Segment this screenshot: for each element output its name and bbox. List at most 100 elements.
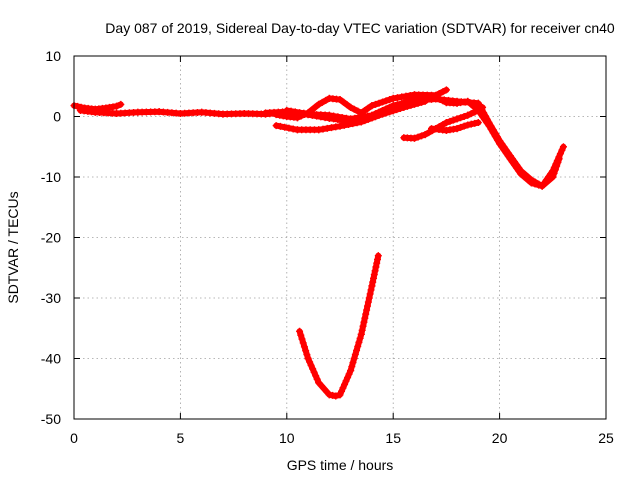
series-point-marker	[379, 98, 387, 106]
series-point-marker	[312, 372, 320, 380]
series-point-marker	[457, 114, 465, 122]
series-point-marker	[304, 355, 312, 362]
series-point-marker	[336, 96, 344, 104]
series-point-marker	[362, 310, 370, 318]
series-point-marker	[342, 114, 350, 122]
y-tick-label: -30	[41, 290, 61, 306]
series-point-marker	[347, 115, 355, 123]
series-point-marker	[386, 96, 394, 104]
series-point-marker	[306, 358, 314, 366]
series-point-marker	[446, 117, 454, 125]
series-point-marker	[432, 93, 440, 101]
series-point-marker	[375, 108, 383, 116]
series-point-marker	[355, 338, 363, 346]
series-point-marker	[318, 98, 326, 106]
series-point-marker	[330, 112, 338, 120]
series-layer	[70, 86, 567, 400]
series-point-marker	[315, 100, 323, 108]
series-point-marker	[545, 176, 553, 184]
y-tick-label: -20	[41, 230, 61, 246]
series-point-marker	[345, 370, 353, 378]
series-point-marker	[555, 155, 563, 163]
series-point-marker	[74, 102, 82, 110]
series-point-marker	[398, 93, 406, 101]
series-point-marker	[299, 339, 307, 347]
series-point-marker	[364, 104, 372, 112]
series-point-marker	[393, 101, 401, 109]
series-point-marker	[435, 95, 443, 103]
series-point-marker	[350, 105, 358, 113]
series-point-marker	[353, 346, 361, 354]
series-point-marker	[347, 367, 355, 375]
series-point-marker	[368, 111, 376, 119]
series-point-marker	[402, 99, 410, 107]
series-point-marker	[338, 113, 346, 121]
series-point-marker	[372, 263, 380, 271]
series-point-marker	[298, 335, 306, 343]
y-tick-label: -40	[41, 351, 61, 367]
series-point-marker	[281, 123, 289, 131]
series-point-marker	[410, 134, 418, 142]
series-point-marker	[528, 179, 536, 187]
series-point-marker	[310, 368, 318, 376]
series-point-marker	[355, 113, 363, 121]
series-point-marker	[327, 124, 335, 132]
series-point-marker	[354, 107, 362, 115]
series-point-marker	[113, 102, 121, 110]
series-point-marker	[365, 294, 373, 302]
series-point-marker	[439, 97, 447, 105]
series-point-marker	[460, 122, 468, 130]
series-point-marker	[487, 125, 495, 133]
series-point-marker	[386, 103, 394, 111]
series-point-marker	[520, 173, 528, 181]
series-point-marker	[474, 106, 482, 114]
series-point-marker	[491, 132, 499, 140]
series-point-marker	[558, 146, 566, 154]
series-point-marker	[493, 136, 501, 144]
series-point-marker	[302, 347, 310, 355]
series-point-marker	[300, 343, 308, 351]
series-arc-7	[415, 91, 563, 190]
series-point-marker	[457, 123, 465, 131]
series-point-marker	[439, 88, 447, 96]
series-point-marker	[418, 132, 426, 140]
series-point-marker	[531, 180, 539, 188]
series-point-marker	[382, 97, 390, 105]
series-point-marker	[554, 158, 562, 166]
series-point-marker	[336, 391, 344, 399]
series-point-marker	[356, 334, 364, 342]
chart-title: Day 087 of 2019, Sidereal Day-to-day VTE…	[105, 20, 615, 36]
series-point-marker	[371, 267, 379, 275]
series-point-marker	[393, 94, 401, 102]
series-point-marker	[368, 282, 376, 290]
series-point-marker	[371, 100, 379, 108]
y-tick-label: -10	[41, 169, 61, 185]
series-point-marker	[464, 121, 472, 129]
series-point-marker	[363, 306, 371, 314]
series-point-marker	[406, 98, 414, 106]
series-point-marker	[402, 92, 410, 100]
series-point-marker	[367, 286, 375, 294]
series-point-marker	[479, 103, 487, 111]
x-tick-label: 10	[279, 430, 295, 446]
series-point-marker	[442, 119, 450, 127]
series-point-marker	[341, 380, 349, 388]
series-point-marker	[374, 252, 382, 260]
series-point-marker	[425, 129, 433, 137]
series-point-marker	[379, 106, 387, 114]
series-point-marker	[556, 150, 564, 158]
series-point-marker	[559, 143, 567, 151]
y-tick-label: 0	[53, 109, 61, 125]
series-point-marker	[303, 351, 311, 359]
series-point-marker	[313, 375, 321, 383]
series-point-marker	[442, 86, 450, 94]
series-point-marker	[517, 170, 525, 178]
series-point-marker	[474, 119, 482, 127]
series-point-marker	[361, 314, 369, 322]
series-point-marker	[398, 100, 406, 108]
series-point-marker	[309, 365, 317, 373]
series-point-marker	[375, 99, 383, 107]
series-point-marker	[361, 106, 369, 114]
series-arc-9	[428, 119, 482, 134]
series-point-marker	[370, 271, 378, 279]
